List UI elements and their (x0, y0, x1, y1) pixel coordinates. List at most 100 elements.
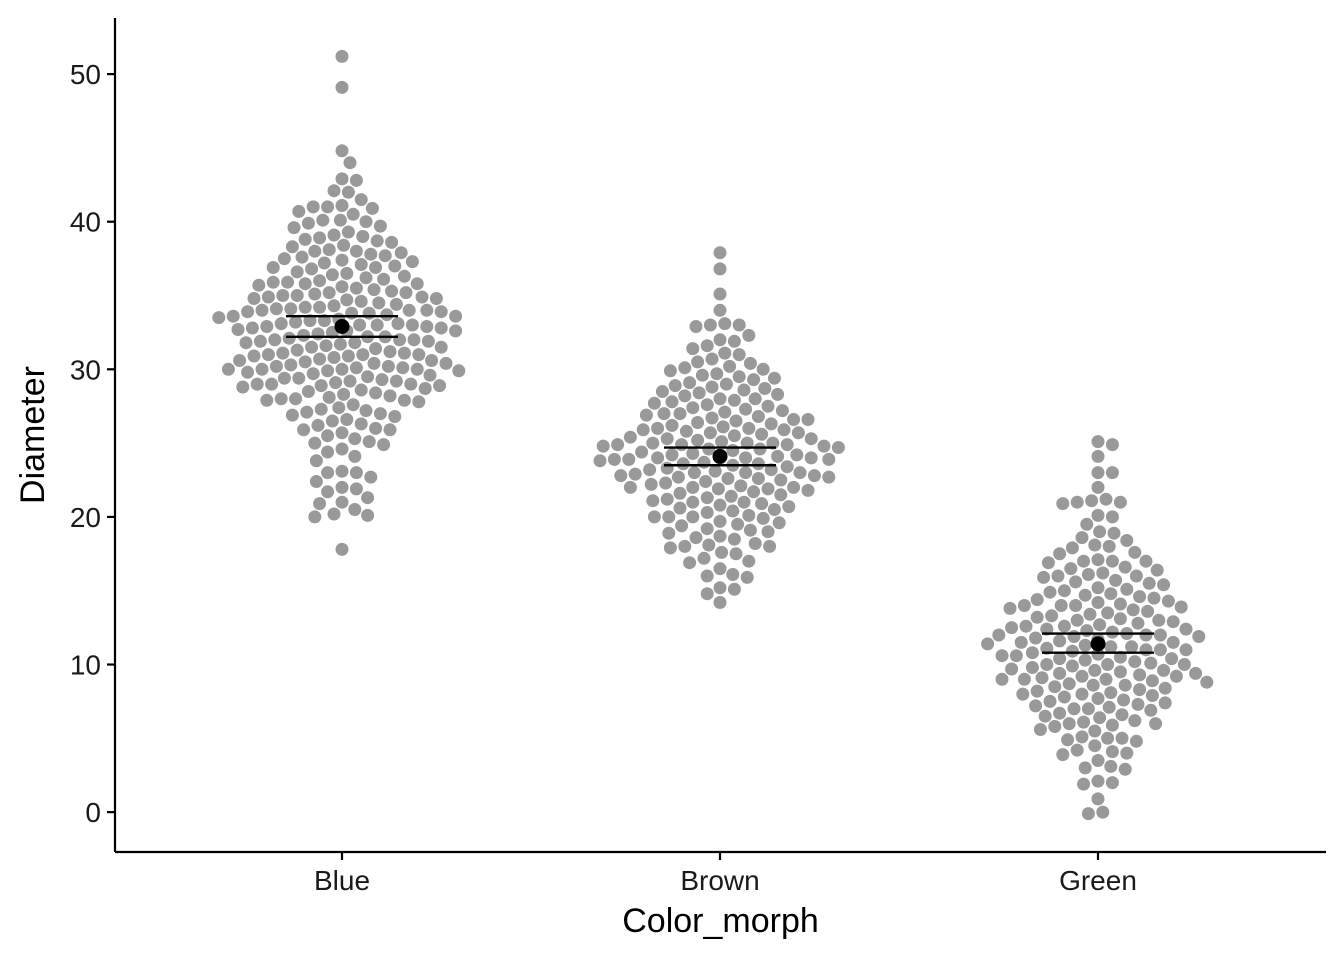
data-point (367, 283, 381, 297)
data-point (287, 221, 301, 235)
data-point (297, 328, 311, 342)
data-point (378, 249, 392, 263)
data-point (1104, 587, 1118, 601)
data-point (678, 389, 692, 403)
data-point (261, 348, 275, 362)
data-point (261, 290, 275, 304)
data-point (713, 581, 727, 595)
data-point (1131, 697, 1145, 711)
data-point (782, 500, 796, 514)
data-point (727, 582, 741, 596)
data-point (1118, 560, 1132, 574)
data-point (646, 436, 660, 450)
data-point (1069, 599, 1083, 612)
data-point (327, 184, 341, 198)
data-point (1101, 606, 1115, 620)
data-point (348, 432, 362, 446)
data-point (1157, 663, 1171, 677)
data-point (793, 466, 807, 480)
data-point (1070, 743, 1084, 757)
data-point (372, 296, 386, 310)
data-point (277, 252, 291, 266)
data-point (742, 508, 756, 522)
data-point (713, 562, 727, 576)
data-point (1096, 566, 1110, 580)
y-tick-label: 10 (70, 650, 101, 681)
data-point (646, 494, 660, 508)
data-point (742, 328, 756, 342)
data-point (727, 429, 741, 443)
data-point (359, 271, 373, 285)
data-point (699, 475, 713, 488)
data-point (686, 480, 700, 494)
data-point (1139, 643, 1153, 657)
data-point (1025, 661, 1039, 674)
data-point (713, 498, 727, 512)
data-point (313, 231, 327, 245)
data-point (1147, 591, 1161, 605)
data-point (274, 317, 288, 331)
data-point (1174, 600, 1188, 614)
data-point (734, 479, 748, 493)
data-point (697, 551, 711, 565)
data-point (1131, 616, 1145, 630)
data-point (305, 340, 319, 354)
data-point (241, 365, 255, 379)
data-point (1118, 762, 1132, 776)
data-point (702, 442, 716, 456)
data-point (335, 253, 349, 267)
data-point (1080, 624, 1094, 638)
data-point (290, 289, 304, 302)
data-point (397, 269, 411, 283)
data-point (365, 201, 379, 215)
data-point (266, 261, 280, 274)
data-point (314, 402, 328, 416)
data-point (1161, 594, 1175, 608)
data-point (1014, 635, 1028, 649)
data-point (255, 362, 269, 376)
data-point (1126, 603, 1140, 617)
data-point (751, 410, 765, 423)
data-point (995, 672, 1009, 686)
data-point (663, 364, 677, 378)
data-point (801, 483, 815, 497)
data-point (713, 596, 727, 609)
data-point (726, 444, 740, 457)
data-point (623, 430, 637, 444)
data-point (284, 302, 298, 316)
data-point (335, 542, 349, 556)
data-point (1152, 613, 1166, 627)
data-point (732, 370, 746, 384)
axes: 0 10 20 30 40 50 Blue Brown Green (70, 18, 1326, 896)
y-tick-label: 40 (70, 207, 101, 238)
data-point (1165, 652, 1179, 666)
data-point (697, 455, 711, 469)
data-point (391, 317, 405, 331)
data-point (1077, 715, 1091, 729)
y-tick-label: 30 (70, 354, 101, 385)
data-point (385, 235, 399, 249)
data-point (399, 286, 413, 300)
data-point (1145, 689, 1159, 702)
data-point (726, 504, 740, 518)
data-point (335, 280, 349, 294)
data-point (1091, 692, 1105, 705)
data-point (269, 359, 283, 373)
data-point (691, 355, 705, 369)
data-point (761, 525, 775, 539)
data-point (665, 448, 679, 462)
data-point (678, 539, 692, 553)
data-point (308, 510, 322, 524)
data-point (335, 144, 349, 158)
data-point (647, 396, 661, 410)
data-point (410, 362, 424, 376)
data-point (247, 349, 261, 363)
data-point (623, 480, 637, 494)
data-point (742, 421, 756, 435)
data-point (1104, 640, 1118, 654)
data-point (1065, 541, 1079, 555)
data-point (607, 452, 621, 466)
data-point (1139, 554, 1153, 568)
data-point (596, 439, 610, 453)
data-point (1099, 672, 1113, 686)
